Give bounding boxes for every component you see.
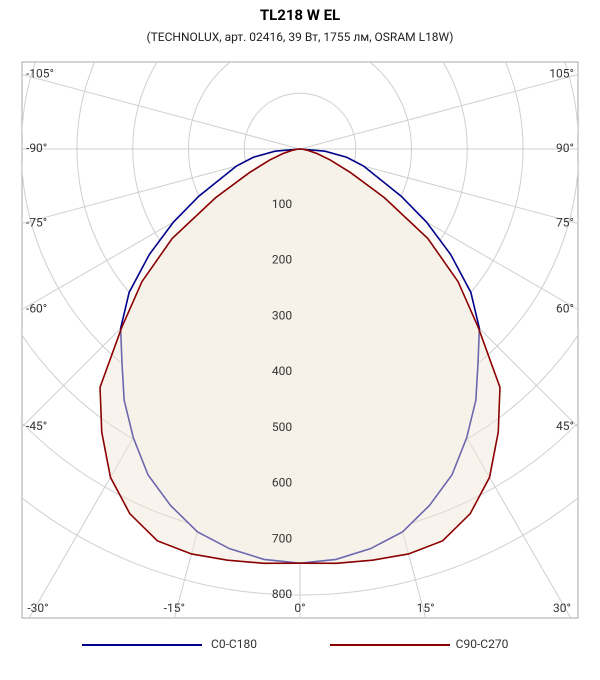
angle-tick-label: 90° <box>556 141 574 155</box>
angle-tick-label: -15° <box>164 601 185 615</box>
angle-tick-label: 30° <box>553 601 571 615</box>
angle-tick-label: 45° <box>556 419 574 433</box>
chart-subtitle: (TECHNOLUX, арт. 02416, 39 Вт, 1755 лм, … <box>147 30 454 44</box>
angle-tick-label: 105° <box>549 67 574 81</box>
grid-ray <box>299 74 578 150</box>
angle-tick-label: 75° <box>556 216 574 230</box>
labels: 100 200 300 400 500 600 700 800 -105° -90° -75° -60… <box>26 67 574 615</box>
legend-label: C0-C180 <box>211 637 257 651</box>
radial-tick-label: 800 <box>272 587 292 601</box>
series-curve <box>99 148 501 565</box>
grid-ray <box>22 74 301 150</box>
angle-tick-label: -30° <box>27 601 48 615</box>
legend: C0-C180 C90-C270 <box>82 637 509 651</box>
radial-tick-label: 300 <box>272 308 292 322</box>
radial-tick-label: 100 <box>272 197 292 211</box>
curves <box>99 148 501 565</box>
radial-tick-label: 500 <box>272 420 292 434</box>
radial-tick-label: 700 <box>272 531 292 545</box>
legend-label: C90-C270 <box>456 637 509 651</box>
radial-tick-label: 400 <box>272 364 292 378</box>
angle-tick-label: -105° <box>26 67 54 81</box>
radial-tick-label: 600 <box>272 476 292 490</box>
angle-tick-label: 0° <box>294 601 305 615</box>
angle-tick-label: -60° <box>26 302 47 316</box>
angle-tick-label: -45° <box>26 419 47 433</box>
angle-tick-label: 15° <box>417 601 435 615</box>
angle-tick-label: 60° <box>556 302 574 316</box>
radial-tick-label: 200 <box>272 253 292 267</box>
angle-tick-label: -75° <box>26 216 47 230</box>
chart-title: TL218 W EL <box>260 6 340 24</box>
angle-tick-label: -90° <box>26 141 47 155</box>
